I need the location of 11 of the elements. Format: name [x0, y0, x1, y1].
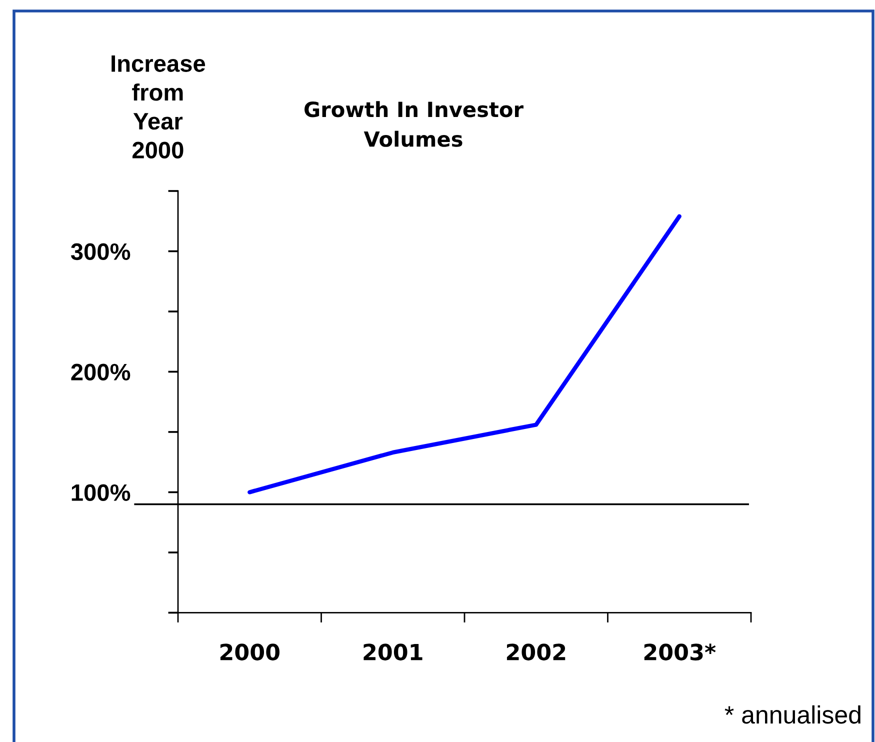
line-series	[248, 214, 682, 494]
chart-title: Growth In Investor Volumes	[304, 101, 524, 147]
y-tick-label: 200%	[71, 364, 130, 381]
x-tick-label: 2002	[506, 644, 566, 660]
text: * annualised	[724, 705, 860, 724]
y-tick-label: 100%	[72, 484, 130, 501]
y-tick-label: 300%	[70, 243, 130, 260]
x-tick-label: 2000	[220, 644, 280, 660]
x-tick-label: 2003*	[644, 644, 716, 660]
y-axis-title: Increase from Year 2000	[112, 55, 206, 158]
x-tick-label: 2001	[364, 644, 422, 660]
